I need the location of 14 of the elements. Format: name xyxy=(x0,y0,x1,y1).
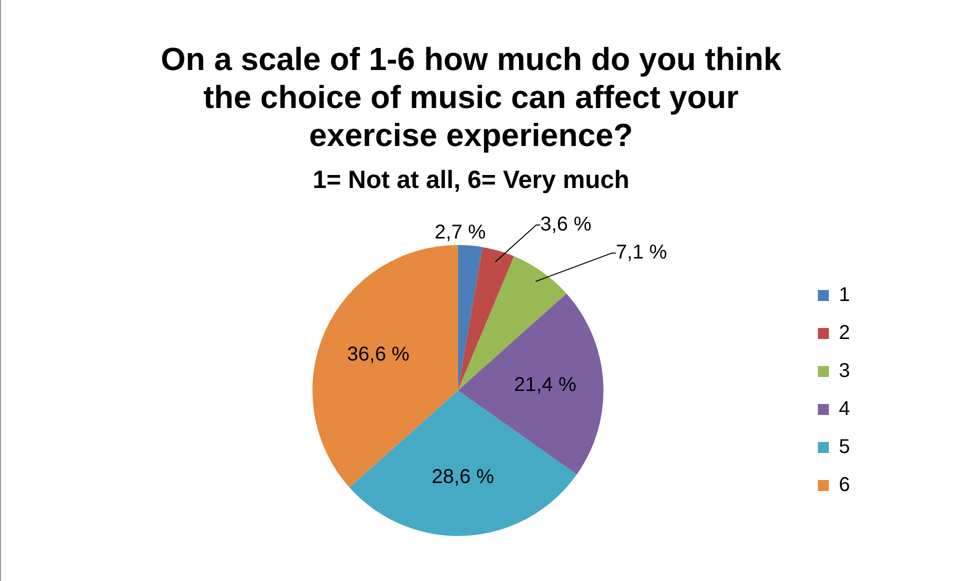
legend-label: 1 xyxy=(838,284,850,306)
data-label: 7,1 % xyxy=(616,242,668,264)
legend-label: 3 xyxy=(838,360,850,382)
chart-title: On a scale of 1-6 how much do you think the choice of music can affect your exercise experience? xyxy=(160,40,782,154)
legend-label: 6 xyxy=(838,474,850,496)
data-label: 28,6 % xyxy=(432,466,494,488)
data-label: 2,7 % xyxy=(434,222,486,244)
legend-label: 4 xyxy=(838,398,850,420)
data-label: 21,4 % xyxy=(514,374,576,396)
legend-label: 5 xyxy=(838,436,850,458)
legend-label: 2 xyxy=(838,322,850,344)
data-label: 36,6 % xyxy=(347,343,410,366)
chart-subtitle: 1= Not at all, 6= Very much xyxy=(312,166,630,195)
data-label: 3,6 % xyxy=(540,214,592,236)
